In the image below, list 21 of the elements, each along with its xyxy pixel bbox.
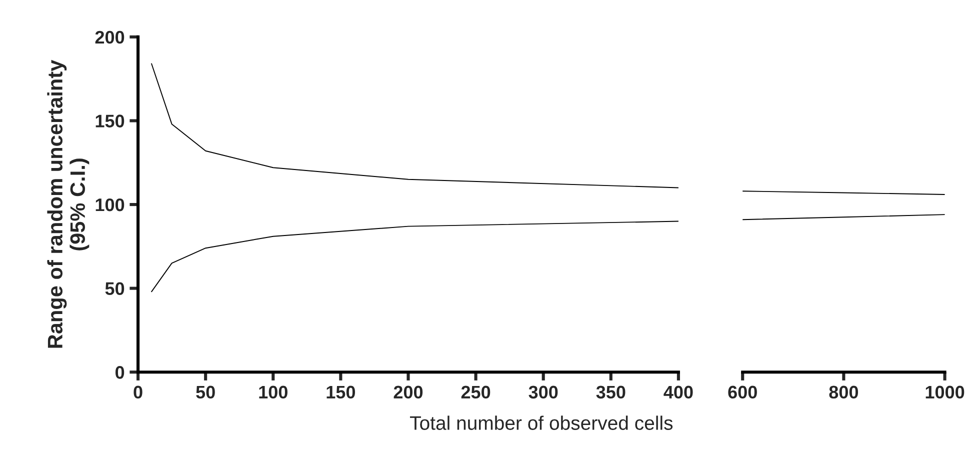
- x-tick-label: 300: [528, 386, 558, 399]
- y-tick-label: 50: [105, 282, 124, 296]
- line-series: [151, 63, 678, 188]
- x-tick-label: 350: [596, 386, 626, 399]
- x-axis-title: Total number of observed cells: [410, 416, 673, 430]
- x-tick-label: 250: [461, 386, 490, 399]
- x-tick-label: 50: [196, 386, 215, 399]
- x-tick-label: 400: [664, 386, 693, 399]
- y-tick-label: 0: [116, 366, 124, 379]
- y-tick-label: 200: [95, 30, 124, 44]
- x-tick-label: 200: [394, 386, 423, 399]
- x-tick-label: 600: [728, 386, 757, 399]
- x-tick-label: 1000: [926, 386, 964, 399]
- y-axis-title: Range of random uncertainty (95% C.I.): [47, 60, 90, 348]
- y-tick-label: 150: [96, 114, 124, 128]
- line-series: [151, 220, 678, 292]
- x-tick-label: 150: [326, 386, 356, 399]
- x-tick-label: 800: [829, 386, 858, 399]
- x-tick-label: 100: [259, 386, 288, 399]
- y-tick-label: 100: [96, 198, 124, 212]
- x-tick-label: 0: [134, 386, 142, 399]
